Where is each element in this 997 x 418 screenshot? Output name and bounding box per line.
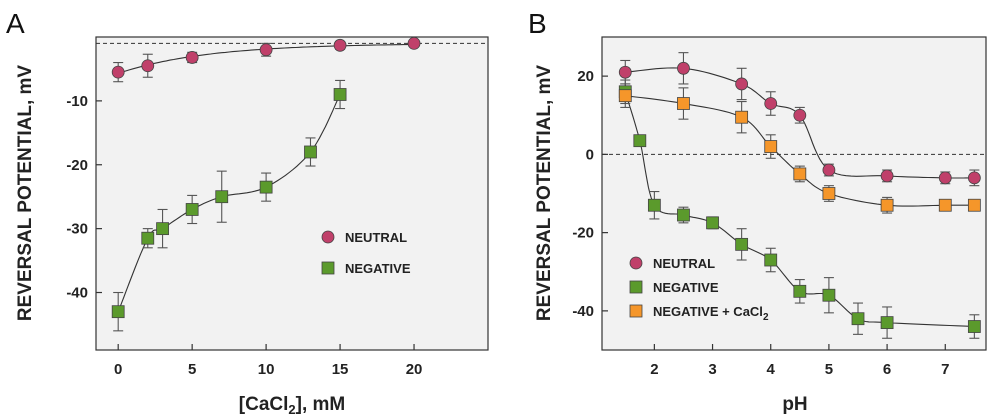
- x-tick-label-a-10: 10: [258, 361, 275, 378]
- y-axis-title-a: REVERSAL POTENTIAL, mV: [15, 65, 36, 322]
- legend-marker-neutral-a: [321, 230, 335, 244]
- legend-a: NEUTRAL NEGATIVE: [321, 230, 411, 276]
- legend-label-neutral-b: NEUTRAL: [653, 256, 715, 271]
- point-a-negative-5: [259, 180, 273, 194]
- point-b-negative-cacl2-4: [793, 167, 807, 181]
- x-axis-title-a: [CaCl2], mM: [239, 394, 345, 417]
- axes-b: 2 3 4 5 6 7 20 0 -20 -40: [572, 68, 986, 378]
- point-b-negative-cacl2-7: [938, 198, 952, 212]
- y-tick-label-a-20: -20: [66, 157, 88, 174]
- point-b-negative-cacl2-3: [764, 140, 778, 153]
- x-tick-label-b-5: 5: [825, 361, 833, 378]
- axes-a: 0 5 10 15 20 -10 -20 -30 -40: [66, 42, 488, 378]
- point-a-negative-2: [156, 222, 169, 236]
- plot-area-b: [601, 36, 987, 351]
- x-tick-label-a-5: 5: [188, 361, 196, 378]
- x-tick-label-b-3: 3: [708, 361, 716, 378]
- legend-marker-negative-b: [629, 280, 643, 294]
- panel-letter-a: A: [6, 8, 25, 39]
- legend-marker-negative-cacl2-b: [629, 304, 643, 318]
- point-b-negative-10: [880, 316, 894, 330]
- x-tick-label-b-7: 7: [941, 361, 949, 378]
- point-b-negative-cacl2-5: [822, 187, 836, 200]
- point-b-negative-9: [851, 312, 865, 326]
- point-a-negative-4: [215, 190, 229, 204]
- point-b-negative-1: [633, 134, 647, 148]
- point-a-neutral-5: [407, 36, 421, 50]
- panel-letter-b: B: [528, 8, 547, 39]
- legend-label-negative-a: NEGATIVE: [345, 261, 411, 276]
- point-b-neutral-1: [677, 61, 690, 75]
- point-b-neutral-8: [967, 171, 981, 185]
- x-tick-label-a-20: 20: [406, 361, 423, 378]
- y-tick-label-a-30: -30: [66, 221, 88, 238]
- point-b-negative-11: [967, 320, 981, 333]
- y-tick-label-b-0: 0: [586, 146, 594, 163]
- point-b-negative-6: [764, 253, 778, 267]
- point-b-negative-8: [822, 288, 836, 302]
- plot-area-a: [95, 36, 489, 351]
- x-tick-label-a-15: 15: [332, 361, 349, 378]
- point-b-neutral-5: [822, 163, 836, 177]
- point-a-negative-1: [141, 231, 155, 245]
- point-a-neutral-3: [259, 43, 273, 57]
- y-tick-label-b-40: -40: [572, 303, 594, 320]
- point-a-negative-6: [304, 145, 317, 159]
- x-tick-label-b-6: 6: [883, 361, 891, 378]
- x-axis-title-b: pH: [782, 394, 807, 415]
- point-b-negative-cacl2-2: [735, 110, 749, 124]
- y-tick-label-b-20: -20: [572, 225, 594, 242]
- legend-label-negative-cacl2-b: NEGATIVE + CaCl2: [653, 304, 769, 323]
- markers-a: [111, 36, 421, 319]
- y-axis-title-b: REVERSAL POTENTIAL, mV: [534, 65, 555, 322]
- point-b-neutral-6: [880, 169, 894, 183]
- point-b-negative-cacl2-0: [618, 89, 632, 103]
- point-b-negative-cacl2-8: [967, 198, 981, 212]
- point-a-neutral-1: [141, 59, 155, 73]
- point-b-negative-7: [793, 284, 807, 298]
- y-tick-label-a-40: -40: [66, 285, 88, 302]
- point-a-negative-0: [111, 305, 125, 319]
- point-b-negative-5: [735, 237, 749, 251]
- y-tick-label-a-10: -10: [66, 93, 88, 110]
- panel-a: A 0 5 10 15 20 -10 -20 -30 -40 REVERSAL POTENTIA…: [6, 8, 489, 417]
- point-b-negative-4: [706, 216, 719, 230]
- legend-label-neutral-a: NEUTRAL: [345, 230, 407, 245]
- legend-marker-negative-a: [321, 261, 335, 275]
- point-b-negative-2: [647, 198, 661, 212]
- point-b-neutral-3: [764, 97, 778, 110]
- panel-b: B 2 3 4 5 6 7 20 0 -20 -40 REVERSAL POTENTIAL, mV…: [528, 8, 987, 415]
- markers-b: [618, 61, 981, 333]
- legend-label-negative-b: NEGATIVE: [653, 280, 719, 295]
- legend-b: NEUTRAL NEGATIVE NEGATIVE + CaCl2: [629, 256, 769, 323]
- point-a-negative-7: [333, 88, 347, 101]
- point-a-neutral-4: [333, 38, 347, 52]
- point-a-negative-3: [185, 203, 199, 216]
- point-b-neutral-2: [735, 77, 749, 91]
- point-b-negative-cacl2-1: [677, 97, 690, 110]
- y-tick-label-b-20: 20: [577, 68, 594, 85]
- point-b-neutral-7: [938, 171, 952, 185]
- point-b-negative-3: [677, 208, 690, 222]
- point-a-neutral-2: [185, 51, 199, 64]
- point-b-neutral-4: [793, 108, 807, 122]
- legend-marker-neutral-b: [629, 256, 643, 270]
- x-tick-label-a-0: 0: [114, 361, 122, 378]
- point-a-neutral-0: [111, 65, 125, 79]
- point-b-neutral-0: [618, 65, 632, 79]
- x-tick-label-b-4: 4: [767, 361, 776, 378]
- x-tick-label-b-2: 2: [650, 361, 658, 378]
- point-b-negative-cacl2-6: [880, 198, 894, 212]
